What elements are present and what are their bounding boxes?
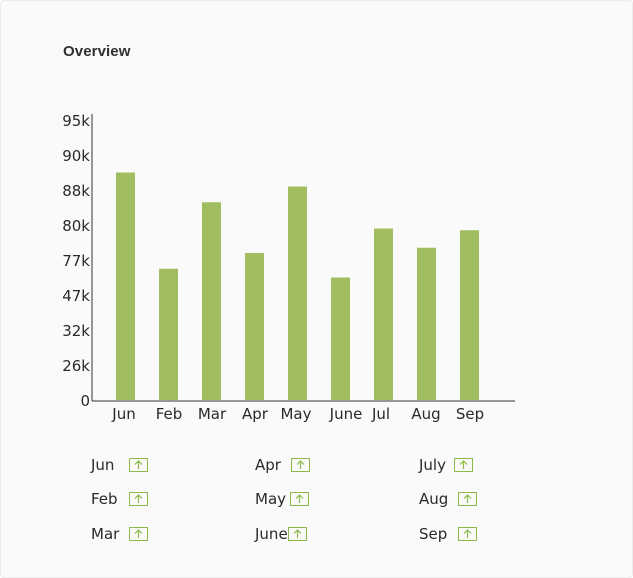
arrow-up-box-icon — [458, 527, 478, 541]
legend-label: Apr — [255, 456, 281, 474]
bar — [460, 230, 479, 400]
bar — [159, 268, 178, 400]
x-tick-label: Sep — [456, 405, 484, 423]
y-tick-label: 26k — [62, 357, 90, 375]
bar-chart: 95k 90k 88k 80k 77k 47k 32k 26k 0 Jun Feb Mar Apr May… — [62, 112, 515, 423]
x-tick-label: Mar — [198, 405, 227, 423]
legend-label: Mar — [91, 525, 120, 543]
arrow-up-box-icon — [128, 492, 148, 506]
x-tick-label: Apr — [242, 405, 269, 423]
y-tick-label: 80k — [62, 217, 90, 235]
legend-label: Sep — [419, 525, 448, 543]
legend-label: July — [419, 456, 446, 474]
x-tick-label: Jun — [111, 405, 135, 423]
legend-label: Jun — [91, 456, 115, 474]
bar — [288, 186, 307, 400]
x-tick-label: May — [280, 405, 311, 423]
arrow-up-box-icon — [129, 527, 149, 541]
legend-item[interactable]: July — [419, 456, 473, 474]
arrow-up-box-icon — [453, 458, 473, 472]
y-tick-label: 32k — [62, 322, 90, 340]
legend-item[interactable]: Jun — [91, 456, 149, 474]
arrow-up-box-icon — [290, 458, 310, 472]
bar — [331, 277, 350, 400]
legend-item[interactable]: June — [255, 525, 307, 543]
bar — [245, 253, 264, 400]
arrow-up-box-icon — [290, 492, 310, 506]
y-tick-label: 0 — [80, 392, 90, 410]
x-tick-label: Jul — [371, 405, 390, 423]
arrow-up-box-icon — [458, 492, 478, 506]
legend-label: May — [255, 490, 287, 508]
x-tick-label: June — [329, 405, 363, 423]
legend-label: June — [255, 525, 288, 543]
legend-item[interactable]: May — [255, 490, 310, 508]
legend-label: Feb — [91, 490, 118, 508]
x-tick-label: Aug — [411, 405, 440, 423]
bar — [374, 228, 393, 400]
x-tick-label: Feb — [156, 405, 183, 423]
arrow-up-box-icon — [287, 527, 307, 541]
legend-label: Aug — [419, 490, 449, 508]
bar — [116, 172, 135, 400]
y-tick-label: 95k — [62, 112, 90, 130]
legend-item[interactable]: Sep — [419, 525, 478, 543]
y-tick-label: 47k — [62, 287, 90, 305]
legend-item[interactable]: Feb — [91, 490, 148, 508]
y-tick-label: 77k — [62, 252, 90, 270]
legend-item[interactable]: Apr — [255, 456, 310, 474]
legend-item[interactable]: Aug — [419, 490, 478, 508]
y-tick-label: 88k — [62, 182, 90, 200]
page-title: Overview — [63, 43, 131, 60]
y-tick-label: 90k — [62, 147, 90, 165]
arrow-up-box-icon — [129, 458, 149, 472]
bar — [417, 247, 436, 400]
bar — [202, 202, 221, 400]
legend-item[interactable]: Mar — [91, 525, 149, 543]
